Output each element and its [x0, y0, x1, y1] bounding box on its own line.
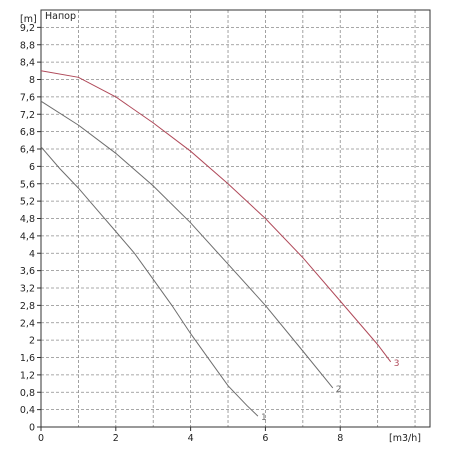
- x-axis-label: [m3/h]: [389, 433, 421, 444]
- x-tick-label: 8: [337, 433, 343, 444]
- y-tick-label: 3,2: [20, 284, 35, 295]
- series-line-1: [41, 147, 258, 416]
- y-tick-label: 2,8: [20, 301, 35, 312]
- y-tick-label: 2: [29, 336, 35, 347]
- y-tick-label: 6,8: [20, 127, 35, 138]
- x-tick-label: 0: [38, 433, 44, 444]
- y-tick-label: 8: [29, 75, 35, 86]
- y-tick-label: 1,2: [20, 370, 35, 381]
- series-layer: 1 2 3: [41, 71, 399, 423]
- series-label-1: 1: [261, 413, 267, 423]
- y-tick-label: 5,2: [20, 197, 35, 208]
- y-axis-label: [m]: [20, 14, 37, 25]
- series-line-2: [41, 101, 333, 388]
- y-tick-label: 0: [29, 423, 35, 434]
- y-tick-label: 0,4: [20, 405, 35, 416]
- y-tick-label: 2,4: [20, 318, 35, 329]
- y-tick-label: 4: [29, 249, 35, 260]
- series-label-3: 3: [394, 359, 400, 369]
- x-tick-label: 2: [113, 433, 119, 444]
- x-tick-label: 4: [188, 433, 194, 444]
- y-tick-label: 8,8: [20, 40, 35, 51]
- series-label-2: 2: [336, 385, 342, 395]
- y-tick-label: 5,6: [20, 179, 35, 190]
- y-tick-label: 4,8: [20, 214, 35, 225]
- y-tick-label: 0,8: [20, 388, 35, 399]
- y-tick-label: 1,6: [20, 353, 35, 364]
- y-tick-label: 6,4: [20, 145, 35, 156]
- y-tick-label: 6: [29, 162, 35, 173]
- y-tick-label: 8,4: [20, 58, 35, 69]
- y-tick-label: 7,2: [20, 110, 35, 121]
- chart-title: Напор: [45, 11, 76, 22]
- x-axis: 0 2 4 6 8: [38, 427, 343, 444]
- y-axis: 0 0,4 0,8 1,2 1,6 2 2,4 2,8 3,2 3,6 4 4,4 4,8 5,2 5,6 6…: [20, 23, 41, 434]
- y-tick-label: 4,4: [20, 231, 35, 242]
- y-tick-label: 7,6: [20, 92, 35, 103]
- x-tick-label: 6: [262, 433, 268, 444]
- grid-layer: [41, 10, 430, 427]
- y-tick-label: 3,6: [20, 266, 35, 277]
